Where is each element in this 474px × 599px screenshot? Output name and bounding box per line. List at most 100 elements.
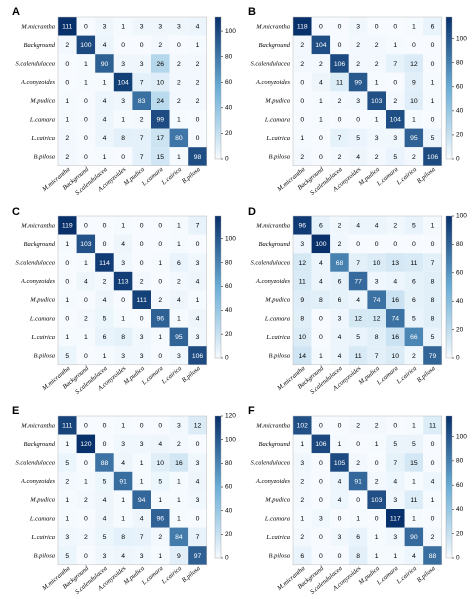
heatmap-cell [293,527,312,547]
cell-value: 1 [375,117,379,124]
cell-value: 2 [338,154,342,161]
heatmap-cell [404,509,424,528]
heatmap-cell [293,147,312,166]
heatmap-cell [76,346,96,365]
cell-value: 3 [196,334,200,341]
heatmap-cell [95,416,114,435]
cell-value: 1 [84,334,88,341]
heatmap-cell [386,72,405,92]
cell-value: 0 [140,241,144,248]
heatmap-cell [423,54,442,73]
heatmap-cell [113,490,133,509]
cell-value: 1 [84,79,88,86]
heatmap-cell [348,234,368,254]
heatmap-cell [348,110,368,129]
heatmap-cell [330,416,349,435]
heatmap-cell [423,471,442,491]
heatmap-cell [58,546,77,565]
heatmap-cell [151,490,170,509]
cell-value: 2 [300,478,304,485]
heatmap-cell [404,290,424,309]
heatmap-cell [330,72,349,92]
heatmap-cell [95,128,114,148]
cell-value: 0 [84,154,88,161]
colorbar [214,16,222,160]
cell-value: 0 [356,117,360,124]
cell-value: 3 [338,316,342,323]
row-label: B.pilosa [269,153,291,160]
cell-value: 6 [103,334,107,341]
cell-value: 1 [431,98,435,105]
heatmap-cell [58,471,77,491]
cell-value: 4 [103,297,107,304]
cell-value: 1 [65,98,69,105]
cell-value: 0 [196,241,200,248]
cell-value: 1 [84,260,88,267]
heatmap-cell [113,546,133,565]
heatmap-cell [76,527,96,547]
cell-value: 0 [431,241,435,248]
heatmap-cell [58,309,77,328]
heatmap-cell [132,72,151,92]
cell-value: 1 [300,135,304,142]
column-label: L.cairica [160,565,183,586]
heatmap-cell [95,110,114,129]
row-label: M.pudica [264,497,290,504]
cell-value: 2 [393,98,397,105]
cell-value: 7 [431,260,435,267]
cell-value: 1 [412,24,416,31]
heatmap-cell [311,509,331,528]
heatmap-cell [169,110,189,129]
heatmap-cell [76,91,96,110]
heatmap-cell [188,216,207,235]
column-label: B.pilosa [181,166,202,185]
cell-value: 7 [393,460,397,467]
heatmap-cell [293,54,312,73]
cell-value: 4 [121,241,125,248]
cell-value: 91 [119,478,127,485]
cell-value: 0 [319,423,323,430]
heatmap-cell [95,327,114,347]
heatmap-cell [113,271,133,291]
cell-value: 96 [157,316,165,323]
cell-value: 4 [103,135,107,142]
cell-value: 0 [338,553,342,560]
heatmap-cell [348,434,368,454]
heatmap-cell [404,434,424,454]
cell-value: 3 [196,260,200,267]
cell-value: 3 [140,441,144,448]
heatmap-cell [348,416,368,435]
heatmap-cell [293,434,312,454]
cell-value: 0 [65,278,69,285]
heatmap-cell [132,128,151,148]
cell-value: 10 [157,460,165,467]
cell-value: 0 [319,24,323,31]
cell-value: 15 [410,460,418,467]
heatmap-cell [423,490,442,509]
cell-value: 0 [84,423,88,430]
row-label: L.cairica [30,334,55,341]
cell-value: 9 [177,553,181,560]
cell-value: 3 [356,24,360,31]
cell-value: 98 [194,154,202,161]
heatmap-cell [293,346,312,365]
cell-value: 4 [338,334,342,341]
heatmap-cell [95,434,114,454]
cell-value: 2 [140,117,144,124]
cell-value: 0 [84,353,88,360]
cell-value: 5 [356,334,360,341]
heatmap-cell [76,147,96,166]
heatmap-cell [58,72,77,92]
colorbar-tick: 80 [225,53,233,60]
cell-value: 4 [196,316,200,323]
cell-value: 2 [84,497,88,504]
cell-value: 9 [412,79,416,86]
cell-value: 6 [356,534,360,541]
cell-value: 4 [338,478,342,485]
cell-value: 0 [431,61,435,68]
heatmap-cell [386,527,405,547]
heatmap-cell [151,546,170,565]
heatmap-cell [293,216,312,235]
colorbar-tick: 60 [456,84,464,91]
